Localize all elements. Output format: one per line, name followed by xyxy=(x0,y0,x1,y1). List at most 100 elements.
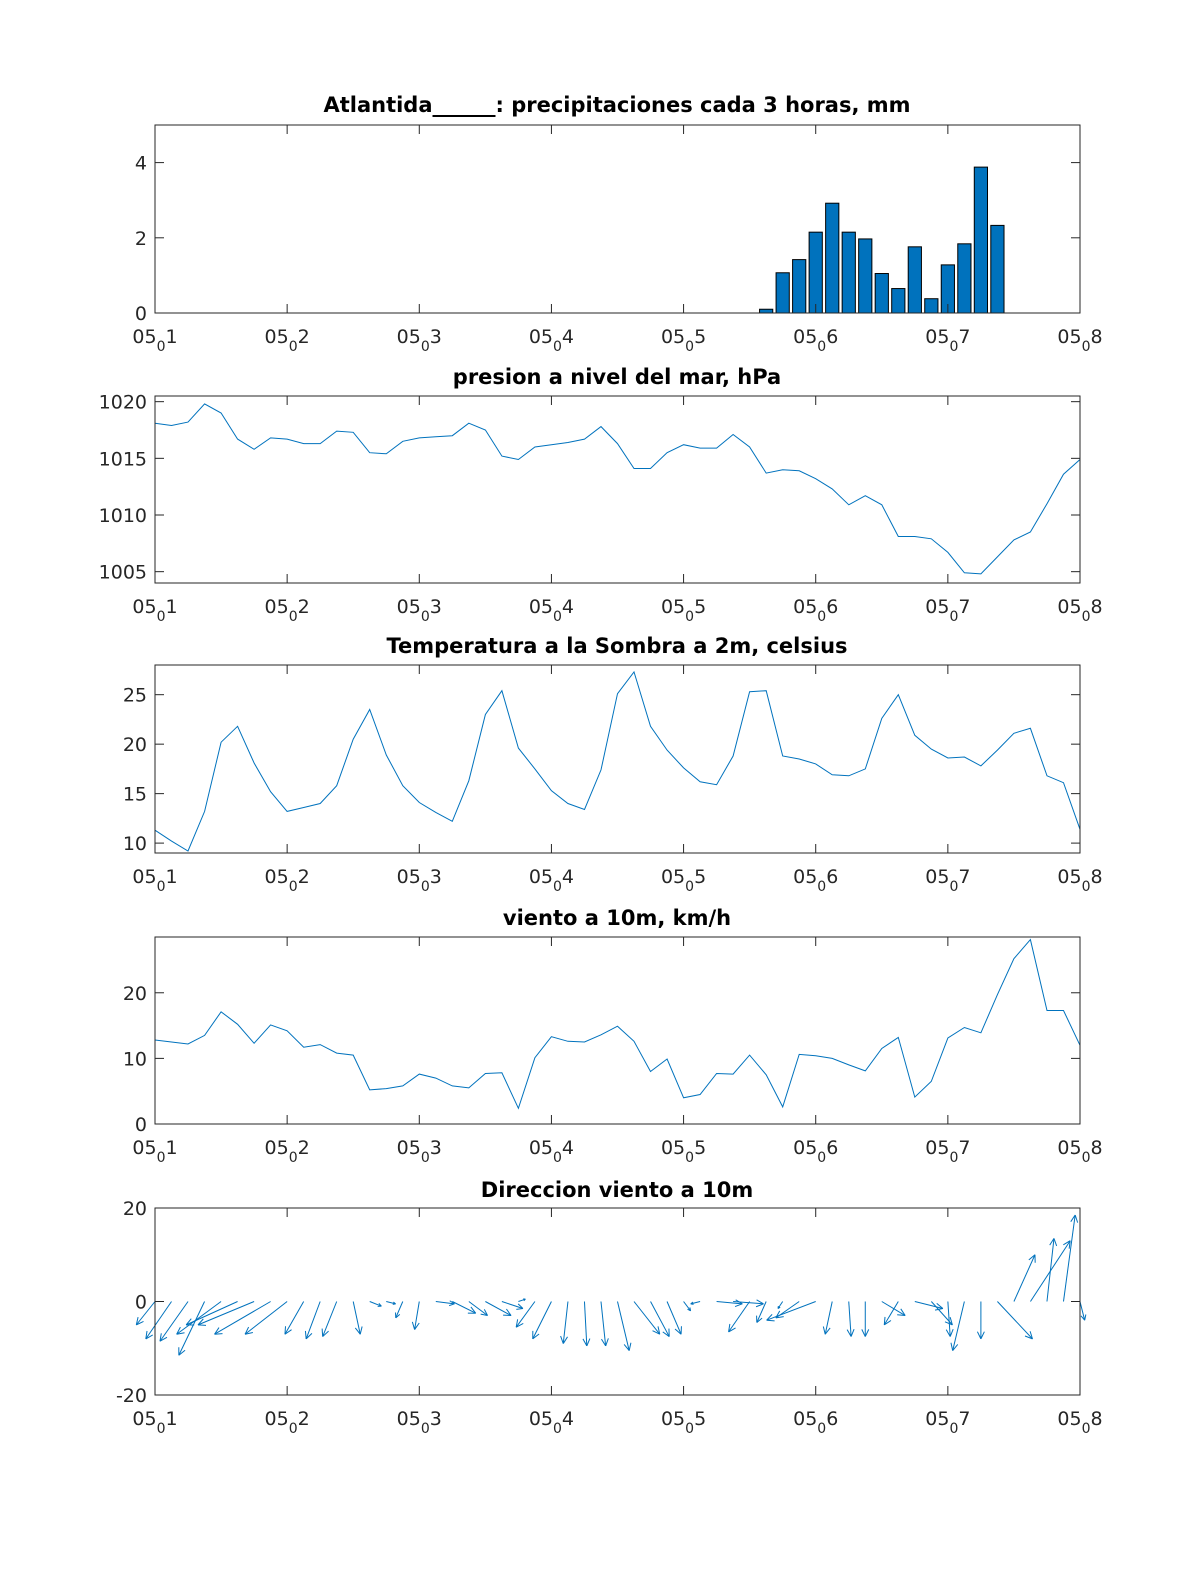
y-tick-label: 0 xyxy=(135,1292,147,1314)
temperature-panel: Temperatura a la Sombra a 2m, celsius 05… xyxy=(123,634,1103,895)
wind-arrow xyxy=(214,1301,271,1335)
y-tick-label: 10 xyxy=(123,833,147,855)
x-tick-label: 0503 xyxy=(397,1137,442,1166)
x-tick-label: 0501 xyxy=(132,866,177,895)
y-tick-label: 20 xyxy=(123,734,147,756)
x-tick-label: 0503 xyxy=(397,1408,442,1437)
wind-arrow xyxy=(532,1301,552,1340)
wind-direction-ticks: 0501 0502 0503 0504 0505 0506 0507 0508 -20 0 20 xyxy=(116,1198,1103,1437)
wind-arrow xyxy=(178,1301,206,1356)
series-line xyxy=(154,403,1081,575)
x-tick-label: 0502 xyxy=(265,1137,310,1166)
x-tick-label: 0501 xyxy=(132,1408,177,1437)
wind-arrow xyxy=(185,1301,238,1326)
x-tick-label: 0508 xyxy=(1057,326,1102,355)
precipitation-bar xyxy=(825,202,840,314)
wind-speed-axes-frame xyxy=(154,936,1081,1125)
wind-arrow xyxy=(159,1301,189,1342)
x-tick-label: 0502 xyxy=(265,326,310,355)
pressure-line xyxy=(154,403,1081,575)
x-tick-label: 0507 xyxy=(925,866,970,895)
wind-arrow xyxy=(515,1301,536,1328)
wind-arrow xyxy=(1079,1301,1087,1321)
wind-arrow xyxy=(617,1301,632,1351)
precipitation-bar xyxy=(907,246,922,314)
series-line xyxy=(154,938,1081,1110)
wind-arrow xyxy=(633,1301,661,1335)
y-tick-label: 1005 xyxy=(99,562,147,584)
precipitation-bar xyxy=(808,231,823,314)
x-tick-label: 0506 xyxy=(793,596,838,625)
y-tick-label: 0 xyxy=(135,1114,147,1136)
wind-arrow xyxy=(244,1301,288,1335)
x-tick-label: 0504 xyxy=(529,1408,574,1437)
x-tick-label: 0505 xyxy=(661,1408,706,1437)
wind-speed-ticks: 0501 0502 0503 0504 0505 0506 0507 0508 0 10 20 xyxy=(123,937,1103,1166)
y-tick-label: 1010 xyxy=(99,505,147,527)
y-tick-label: 2 xyxy=(135,228,147,250)
wind-arrow xyxy=(284,1301,305,1335)
wind-arrow xyxy=(197,1301,255,1326)
wind-arrow xyxy=(1062,1214,1079,1302)
x-tick-label: 0504 xyxy=(529,326,574,355)
x-tick-label: 0507 xyxy=(925,1137,970,1166)
wind-arrow xyxy=(395,1301,404,1319)
precipitation-bar xyxy=(775,272,790,314)
x-tick-label: 0502 xyxy=(265,596,310,625)
wind-arrow xyxy=(145,1301,172,1340)
wind-arrow xyxy=(386,1301,396,1305)
temperature-axes-frame xyxy=(154,664,1081,854)
wind-arrow xyxy=(756,1301,767,1323)
x-tick-label: 0508 xyxy=(1057,1408,1102,1437)
wind-arrow xyxy=(321,1301,338,1337)
wind-arrow xyxy=(914,1301,944,1311)
x-tick-label: 0501 xyxy=(132,1137,177,1166)
x-tick-label: 0505 xyxy=(661,1137,706,1166)
wind-speed-panel: viento a 10m, km/h 0501 0502 0503 0504 0505 0… xyxy=(123,906,1103,1166)
precipitation-title: Atlantida______: precipitaciones cada 3 … xyxy=(323,93,910,117)
y-tick-label: 20 xyxy=(123,983,147,1005)
y-tick-label: 1015 xyxy=(99,448,147,470)
wind-arrow xyxy=(600,1301,609,1347)
x-tick-label: 0504 xyxy=(529,596,574,625)
precipitation-bar xyxy=(841,231,856,314)
x-tick-label: 0506 xyxy=(793,866,838,895)
wind-arrow xyxy=(582,1301,591,1347)
wind-arrow xyxy=(777,1301,784,1309)
wind-arrow xyxy=(650,1301,670,1337)
precipitation-bar xyxy=(973,166,988,314)
temperature-line xyxy=(154,670,1081,852)
x-tick-label: 0504 xyxy=(529,866,574,895)
x-tick-label: 0505 xyxy=(661,596,706,625)
wind-arrow xyxy=(683,1301,692,1312)
wind-arrow xyxy=(518,1298,526,1302)
wind-arrow xyxy=(716,1299,743,1308)
x-tick-label: 0501 xyxy=(132,596,177,625)
wind-arrow xyxy=(690,1301,701,1305)
wind-arrow xyxy=(435,1300,455,1307)
y-tick-label: 20 xyxy=(123,1198,147,1220)
x-tick-label: 0506 xyxy=(793,1408,838,1437)
wind-arrow xyxy=(468,1301,488,1317)
wind-arrow xyxy=(1046,1238,1058,1302)
wind-direction-panel: Direccion viento a 10m 0501 0502 0503 0504 0… xyxy=(116,1178,1103,1437)
precipitation-axes-frame xyxy=(154,124,1081,314)
wind-speed-line xyxy=(154,938,1081,1110)
x-tick-label: 0503 xyxy=(397,866,442,895)
y-tick-label: -20 xyxy=(116,1385,147,1407)
y-tick-label: 25 xyxy=(123,685,147,707)
pressure-axes-frame xyxy=(154,395,1081,584)
wind-arrow xyxy=(997,1301,1033,1340)
wind-arrow xyxy=(411,1301,420,1330)
x-tick-label: 0502 xyxy=(265,1408,310,1437)
x-tick-label: 0507 xyxy=(925,596,970,625)
x-tick-label: 0503 xyxy=(397,596,442,625)
wind-arrow xyxy=(176,1301,222,1335)
wind-arrow xyxy=(950,1301,965,1351)
precipitation-panel: Atlantida______: precipitaciones cada 3 … xyxy=(132,93,1102,355)
wind-direction-title: Direccion viento a 10m xyxy=(481,1178,753,1202)
x-tick-label: 0505 xyxy=(661,326,706,355)
wind-arrow xyxy=(352,1301,363,1335)
wind-arrow xyxy=(304,1301,321,1340)
